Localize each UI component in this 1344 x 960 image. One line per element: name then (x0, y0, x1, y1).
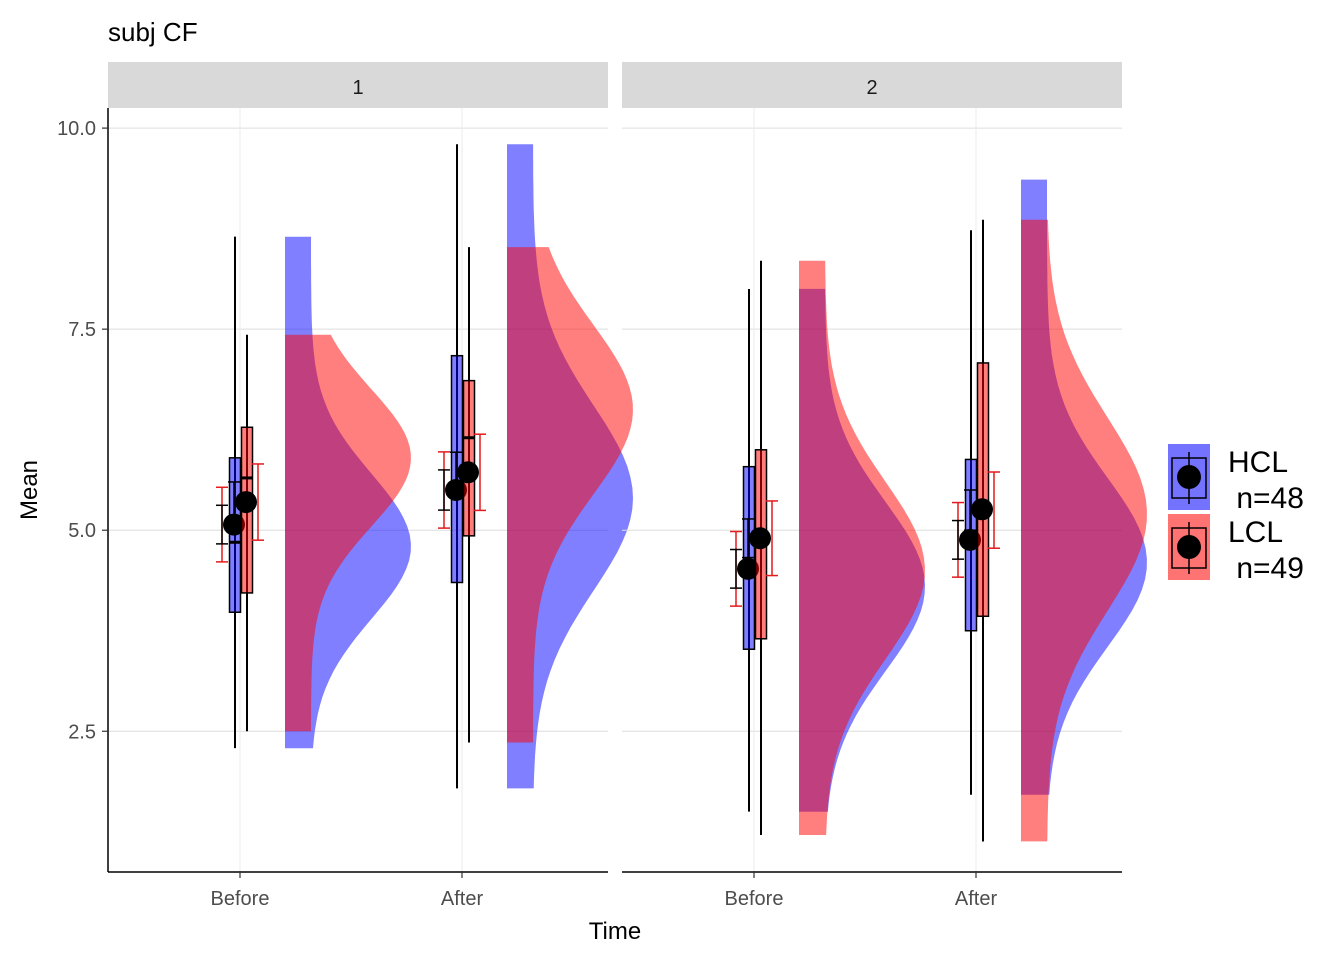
x-tick-label: After (955, 888, 998, 910)
facet-strip (622, 62, 1122, 108)
x-tick-label: Before (725, 888, 784, 910)
mean-point-hcl-before (223, 513, 245, 536)
y-tick-label: 7.5 (68, 319, 96, 341)
box-lcl-after (976, 362, 990, 618)
density-lcl-after (1021, 219, 1147, 842)
mean-point-lcl-after (971, 498, 993, 521)
mean-point-hcl-before (737, 557, 759, 580)
chart-title: subj CF (108, 17, 198, 47)
facet-strip (108, 62, 608, 108)
y-tick-label: 5.0 (68, 520, 96, 542)
legend-label-name: LCL (1228, 516, 1283, 549)
y-tick-label: 2.5 (68, 721, 96, 743)
legend-label-count: n=48 (1228, 482, 1304, 515)
box-lcl-after (462, 379, 476, 537)
density-lcl-before (799, 260, 925, 835)
legend-key-point (1177, 465, 1201, 489)
y-tick-label: 10.0 (57, 118, 96, 140)
density-lcl-after (507, 247, 633, 743)
facet-strip-label: 2 (866, 77, 877, 99)
x-tick-label: After (441, 888, 484, 910)
facet-panel-1: 1 Before After (108, 62, 633, 910)
density-lcl-before (285, 334, 411, 732)
x-tick-label: Before (211, 888, 270, 910)
mean-point-lcl-before (235, 491, 257, 514)
legend-item-hcl: HCL n=48 (1168, 444, 1304, 515)
legend-key-point (1177, 535, 1201, 559)
mean-point-lcl-before (749, 527, 771, 550)
x-axis-label: Time (589, 918, 641, 945)
mean-point-lcl-after (457, 461, 479, 484)
facet-strip-label: 1 (352, 77, 363, 99)
facet-panels: 1 Before After 2 Before After (108, 62, 1147, 910)
legend-label-name: HCL (1228, 446, 1288, 479)
legend-label-count: n=49 (1228, 552, 1304, 585)
y-axis-label: Mean (16, 460, 43, 520)
legend-item-lcl: LCL n=49 (1168, 514, 1304, 585)
y-axis: 2.5 5.0 7.5 10.0 (57, 108, 109, 872)
facet-panel-2: 2 Before After (622, 62, 1147, 910)
mean-point-hcl-after (959, 528, 981, 551)
